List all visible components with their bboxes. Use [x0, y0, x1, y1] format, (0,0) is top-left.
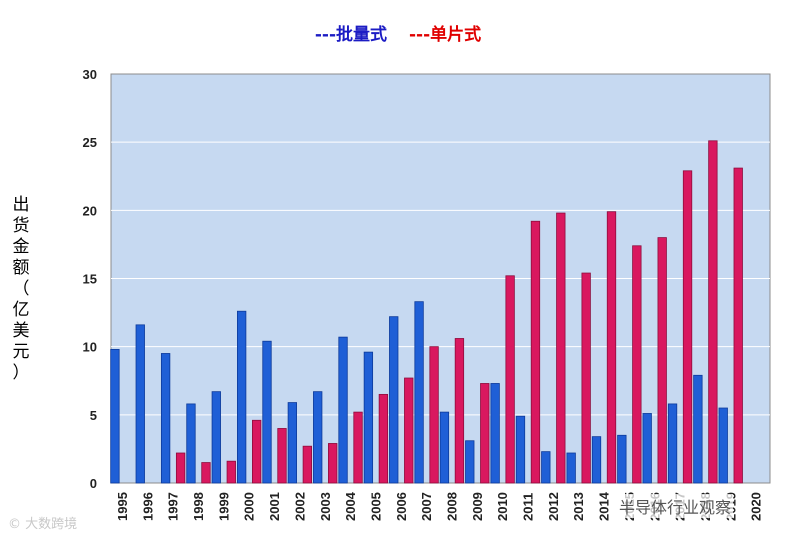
bar-series1 — [211, 391, 221, 484]
bar-series1 — [110, 348, 120, 484]
bar-series2 — [556, 212, 566, 484]
bar-series2 — [657, 237, 667, 484]
bar-series2 — [733, 167, 743, 484]
x-tick-label: 2009 — [470, 492, 485, 521]
y-axis-label: 出货金额（亿美元） — [12, 195, 30, 383]
bar-series2 — [505, 275, 515, 484]
y-tick-label: 20 — [83, 203, 97, 218]
y-tick-label: 15 — [83, 272, 97, 287]
x-tick-label: 2020 — [749, 492, 764, 521]
x-tick-label: 1998 — [191, 492, 206, 521]
x-tick-label: 2005 — [368, 492, 383, 521]
x-tick-label: 2007 — [419, 492, 434, 521]
x-tick-label: 1997 — [166, 492, 181, 521]
bar-series2 — [404, 377, 414, 484]
bar-series2 — [581, 272, 591, 484]
bar-series1 — [186, 403, 196, 484]
bar-series1 — [313, 391, 323, 484]
x-tick-label: 2002 — [292, 492, 307, 521]
bar-series1 — [262, 340, 272, 484]
bar-series1 — [160, 353, 171, 484]
bar-series1 — [465, 440, 475, 484]
bar-series2 — [328, 443, 338, 484]
bar-series2 — [480, 383, 490, 484]
y-tick-label: 30 — [83, 67, 97, 82]
y-tick-label: 5 — [90, 408, 97, 423]
watermark-left: © 大数跨境 — [8, 517, 78, 532]
bar-series1 — [135, 324, 145, 484]
bar-series1 — [566, 452, 576, 484]
legend-series-2: ---单片式 — [408, 25, 482, 45]
watermark-right: 半导体行业观察 — [617, 494, 734, 518]
bar-series1 — [414, 301, 424, 484]
x-tick-label: 1995 — [115, 492, 130, 521]
bar-series2 — [378, 393, 389, 484]
x-tick-label: 2003 — [318, 492, 333, 521]
x-tick-label: 2013 — [571, 492, 586, 521]
bar-series1 — [718, 407, 728, 484]
bar-series2 — [277, 428, 287, 484]
legend-series-1: ---批量式 — [314, 25, 388, 45]
bar-series1 — [642, 413, 652, 484]
bar-series2 — [682, 170, 693, 484]
x-tick-label: 2008 — [445, 492, 460, 521]
x-tick-label: 2010 — [495, 492, 510, 521]
bar-series1 — [338, 336, 348, 484]
x-tick-label: 2004 — [343, 491, 358, 521]
bar-series2 — [226, 460, 236, 484]
bar-series1 — [490, 383, 500, 484]
x-tick-label: 1999 — [216, 492, 231, 521]
x-tick-label: 2012 — [546, 492, 561, 521]
bar-series1 — [389, 316, 399, 484]
bar-series1 — [541, 451, 551, 484]
bar-series2 — [429, 346, 439, 484]
bar-series2 — [708, 140, 718, 484]
x-tick-label: 2014 — [597, 491, 612, 521]
x-tick-label: 2000 — [242, 492, 257, 521]
bar-series2 — [632, 245, 642, 484]
bar-series2 — [201, 462, 211, 484]
bar-series2 — [302, 445, 312, 484]
bar-series2 — [606, 211, 617, 484]
legend: ---批量式 ---单片式 — [0, 20, 796, 45]
bar-series2 — [353, 411, 363, 484]
bar-series2 — [454, 338, 465, 484]
bar-series1 — [617, 434, 627, 484]
y-tick-label: 0 — [90, 476, 97, 491]
bar-series1 — [667, 403, 678, 484]
y-tick-label: 25 — [83, 135, 97, 150]
bar-series2 — [175, 452, 186, 484]
bar-series1 — [363, 351, 374, 484]
bar-series1 — [693, 374, 703, 484]
x-tick-label: 2011 — [521, 493, 536, 521]
bar-series1 — [515, 415, 526, 484]
x-tick-label: 2001 — [267, 492, 282, 521]
bar-series1 — [287, 402, 297, 484]
bar-series2 — [252, 419, 262, 484]
x-tick-label: 1996 — [140, 492, 155, 521]
bar-series1 — [237, 310, 247, 484]
bar-series1 — [439, 411, 450, 484]
y-tick-label: 10 — [83, 340, 97, 355]
x-tick-label: 2006 — [394, 492, 409, 521]
bar-series1 — [591, 436, 602, 484]
bar-series2 — [530, 220, 541, 484]
